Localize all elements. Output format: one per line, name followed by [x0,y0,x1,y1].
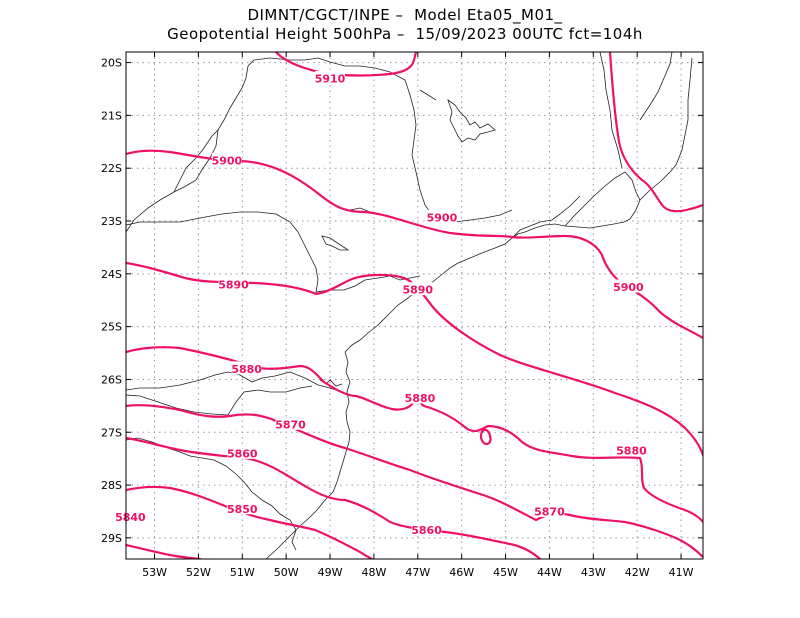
lon-tick-label: 41W [669,566,694,579]
contour-label-bg [227,445,258,459]
state-border-mg-rj [511,195,581,239]
contour-label-bg [315,70,346,84]
contour-label: 5880 [231,363,262,376]
contour-label-bg [211,152,242,166]
state-border-pr-sc [126,211,421,293]
coastline-south [265,351,351,559]
contour-label: 5900 [613,281,644,294]
lat-tick-label: 29S [101,532,122,545]
contour-label-bg [231,361,262,375]
lon-tick-label: 51W [230,566,255,579]
contour-label: 5910 [315,72,346,85]
contour-labels: 5910 5900 5900 5900 5890 5890 5880 5880 5880 5870… [115,70,647,537]
contour-label: 5870 [275,418,306,431]
lat-tick-label: 23S [101,215,122,228]
coastline-layer [126,52,693,559]
contour-label: 5860 [411,524,442,537]
lake-itaipu [321,235,350,251]
lat-tick-label: 22S [101,162,122,175]
lon-tick-label: 53W [142,566,167,579]
contour-5860 [126,436,542,559]
lat-tick-label: 27S [101,426,122,439]
contour-label: 5850 [227,503,258,516]
contour-layer [126,52,703,559]
contour-5900-east [608,52,703,213]
contour-label-bg [218,276,249,290]
state-border-rj-es [564,171,641,227]
lon-tick-label: 52W [186,566,211,579]
contour-label-bg [402,282,433,296]
state-border-mg-es [599,52,623,169]
contour-label: 5890 [402,284,433,297]
lat-tick-label: 28S [101,479,122,492]
axis-ticks: 53W 52W 51W 50W 49W 48W 47W 46W 45W 44W 43W 42W 41W 2… [101,52,703,579]
contour-label: 5900 [212,154,243,167]
lon-tick-label: 46W [449,566,474,579]
state-border-sc-pr [126,385,313,416]
contour-5870 [126,404,703,559]
map-frame [125,51,704,560]
lat-tick-label: 20S [101,57,122,70]
lon-tick-label: 45W [493,566,518,579]
contour-label: 5840 [115,511,146,524]
lake-furnas [447,98,496,143]
contour-label: 5880 [616,445,647,458]
lon-tick-label: 48W [361,566,386,579]
lon-tick-label: 50W [274,566,299,579]
state-border-mg-sp [126,57,513,233]
contour-label-bg [227,501,258,515]
map-title-line1: DIMNT/CGCT/INPE – Model Eta05_M01_ [247,6,563,24]
contour-label-bg [411,522,442,536]
lon-tick-label: 43W [581,566,606,579]
contour-label: 5880 [405,392,436,405]
state-border-sc-rs [126,371,343,393]
river-segment-2 [419,89,437,101]
state-border-ba [639,52,673,121]
contour-label-bg [404,390,435,404]
lon-tick-label: 49W [318,566,343,579]
contour-5910 [274,52,418,77]
contour-5900-north [126,149,703,340]
contour-5880 [126,346,703,524]
lat-tick-label: 24S [101,268,122,281]
contour-label-bg [426,209,457,223]
lat-tick-label: 26S [101,373,122,386]
lon-tick-label: 47W [405,566,430,579]
contour-5850 [126,485,374,559]
contour-label: 5860 [227,447,258,460]
lon-tick-label: 44W [537,566,562,579]
state-border-ms [173,129,219,193]
contour-label: 5900 [427,211,458,224]
lat-tick-label: 21S [101,109,122,122]
lon-tick-label: 42W [625,566,650,579]
coastline [344,57,693,353]
map-title-line2: Geopotential Height 500hPa – 15/09/2023 … [167,25,643,43]
contour-5880-loop [479,428,492,446]
contour-label-bg [616,443,647,457]
contour-label-bg [275,416,306,430]
map-grid [126,52,703,559]
contour-label: 5890 [218,278,249,291]
contour-label-bg [534,503,565,517]
lat-tick-label: 25S [101,321,122,334]
contour-label-bg [115,509,146,523]
contour-5840 [126,543,202,559]
contour-label-bg [613,279,644,293]
contour-label: 5870 [534,505,565,518]
